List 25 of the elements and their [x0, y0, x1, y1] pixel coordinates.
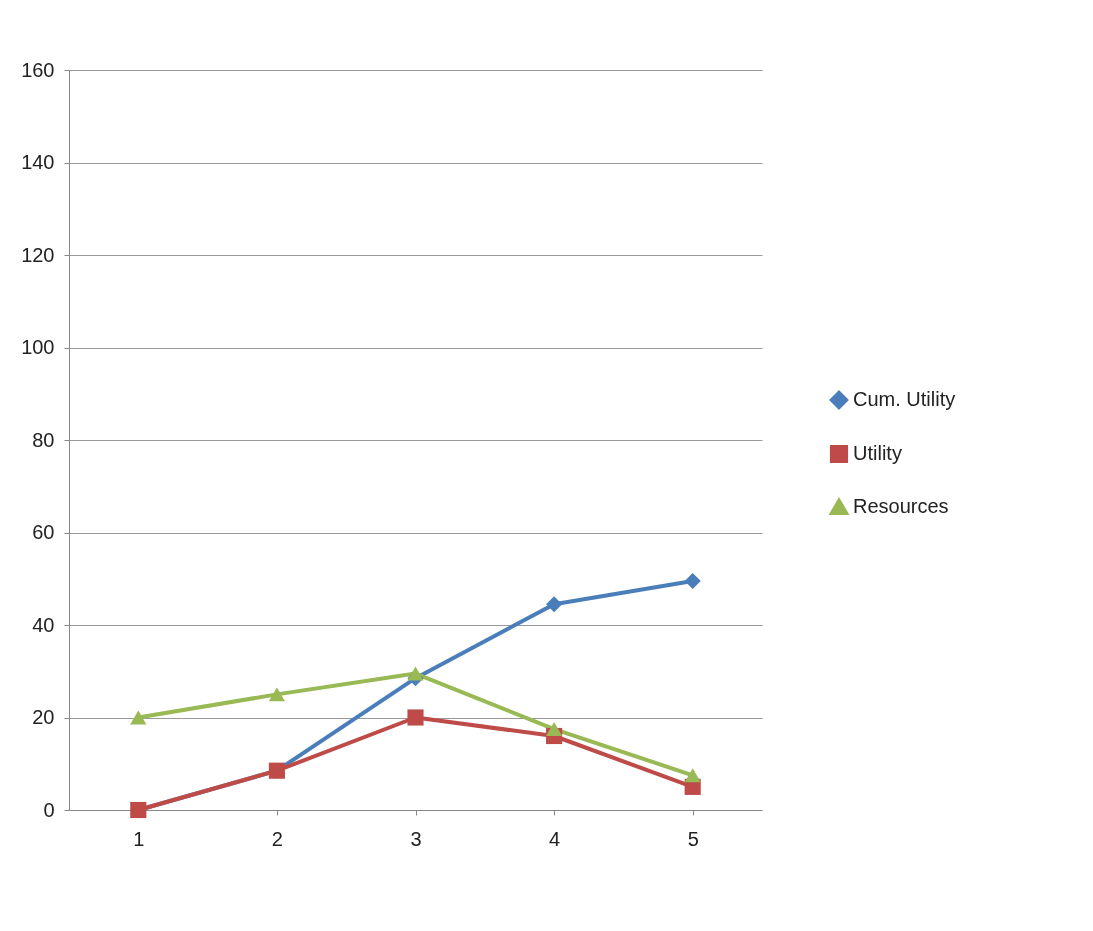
point	[268, 687, 285, 702]
point	[407, 709, 424, 726]
point	[546, 722, 563, 737]
point	[684, 768, 701, 783]
y-tick-label: 40	[32, 613, 55, 636]
legend-label: Cum. Utility	[853, 388, 956, 410]
point	[407, 666, 424, 681]
y-tick-label: 80	[32, 428, 55, 451]
y-tick-label: 20	[32, 706, 55, 728]
x-tick-label: 2	[271, 827, 283, 850]
point	[546, 596, 563, 613]
y-tick-label: 0	[43, 798, 55, 821]
y-tick-label: 160	[21, 58, 55, 81]
point	[130, 710, 147, 725]
y-tick-label: 120	[21, 243, 55, 266]
y-tick-label: 100	[21, 336, 55, 358]
point	[684, 573, 701, 590]
y-tick-label: 60	[32, 521, 55, 543]
x-tick-label: 3	[410, 827, 422, 850]
x-tick-label: 1	[133, 827, 145, 850]
x-tick-label: 4	[549, 827, 561, 850]
legend-label: Utility	[853, 442, 902, 464]
y-tick-label: 140	[21, 151, 55, 173]
x-tick-label: 5	[687, 827, 699, 850]
legend-label: Resources	[853, 495, 949, 517]
